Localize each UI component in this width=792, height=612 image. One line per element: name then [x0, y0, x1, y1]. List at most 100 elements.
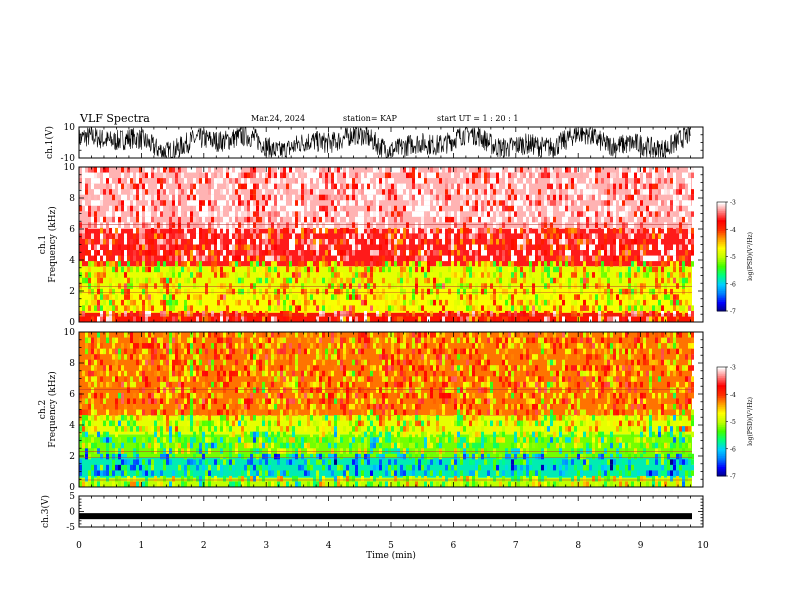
- ch1-spectrogram-cell: [502, 288, 505, 295]
- ch1-spectrogram-cell: [340, 277, 343, 284]
- ch1-spectrogram-cell: [334, 272, 337, 278]
- ch1-spectrogram-cell: [532, 277, 535, 284]
- ch1-spectrogram-cell: [658, 299, 661, 306]
- ch1-spectrogram-cell: [445, 178, 448, 184]
- ch1-spectrogram-cell: [670, 178, 673, 184]
- ch2-spectrogram-cell: [277, 381, 280, 388]
- ch2-spectrogram-cell: [145, 481, 148, 487]
- ch1-spectrogram-cell: [367, 266, 370, 273]
- ch1-spectrogram-cell: [313, 305, 316, 311]
- ch1-spectrogram-cell: [451, 216, 454, 223]
- ch2-spectrogram-cell: [112, 392, 115, 399]
- ch1-spectrogram-cell: [403, 299, 406, 306]
- ch1-spectrogram-cell: [427, 250, 430, 256]
- ch2-spectrogram-cell: [169, 459, 172, 465]
- ch2-spectrogram-cell: [274, 453, 277, 460]
- ch1-spectrogram-cell: [649, 244, 652, 251]
- ch2-spectrogram-cell: [370, 370, 373, 377]
- ch2-spectrogram-cell: [268, 420, 271, 427]
- ch1-spectrogram-cell: [271, 194, 274, 201]
- ch2-spectrogram-cell: [373, 464, 376, 471]
- ch2-spectrogram-cell: [190, 442, 193, 449]
- ch1-spectrogram-cell: [268, 299, 271, 306]
- ch2-spectrogram-cell: [163, 464, 166, 471]
- ch2-spectrogram-cell: [301, 437, 304, 443]
- ch1-spectrogram-cell: [85, 272, 88, 278]
- ch1-spectrogram-cell: [466, 189, 469, 195]
- ch1-spectrogram-cell: [595, 272, 598, 278]
- ch2-spectrogram-cell: [337, 481, 340, 487]
- ch1-spectrogram-cell: [640, 250, 643, 256]
- ch1-spectrogram-cell: [631, 233, 634, 239]
- ch1-spectrogram-cell: [622, 255, 625, 262]
- ch2-spectrogram-cell: [349, 470, 352, 476]
- ch1-spectrogram-cell: [346, 255, 349, 262]
- ch1-signal-line: [78, 126, 691, 159]
- ch1-spectrogram-cell: [154, 189, 157, 195]
- ch2-spectrogram-cell: [352, 348, 355, 355]
- ch2-spectrogram-cell: [304, 337, 307, 344]
- ch1-spectrogram-cell: [448, 183, 451, 190]
- ch1-spectrogram-cell: [340, 200, 343, 206]
- ch2-spectrogram-cell: [289, 403, 292, 410]
- ch2-spectrogram-cell: [142, 359, 145, 366]
- ch2-spectrogram-cell: [166, 392, 169, 399]
- ch2-spectrogram-cell: [268, 337, 271, 344]
- ch1-spectrogram-cell: [574, 211, 577, 217]
- ch2-spectrogram-cell: [346, 348, 349, 355]
- ch1-spectrogram-cell: [661, 189, 664, 195]
- ch1-spectrogram-cell: [589, 233, 592, 239]
- ch2-spectrogram-cell: [157, 370, 160, 377]
- ch1-spectrogram-cell: [535, 299, 538, 306]
- ch2-spectrogram-cell: [106, 365, 109, 371]
- ch1-spectrogram-cell: [331, 272, 334, 278]
- ch1-spectrogram-cell: [427, 227, 430, 234]
- ch1-spectrogram-cell: [157, 244, 160, 251]
- ch1-spectrogram-cell: [682, 255, 685, 262]
- ch1-spectrogram-cell: [301, 233, 304, 239]
- ch1-spectrogram-cell: [415, 266, 418, 273]
- ch1-spectrogram-cell: [202, 205, 205, 212]
- ch1-spectrogram-cell: [619, 277, 622, 284]
- ch1-spectrogram-cell: [670, 250, 673, 256]
- ch2-spectrogram-cell: [244, 337, 247, 344]
- ch2-spectrogram-cell: [103, 437, 106, 443]
- ch2-spectrogram-cell: [268, 464, 271, 471]
- ch2-spectrogram-cell: [283, 376, 286, 382]
- ch1-spectrogram-cell: [151, 299, 154, 306]
- ch2-spectrogram-cell: [370, 437, 373, 443]
- ch1-spectrogram-cell: [418, 172, 421, 179]
- ch1-spectrogram-cell: [127, 299, 130, 306]
- ch2-spectrogram-cell: [148, 337, 151, 344]
- ch1-spectrogram-cell: [250, 222, 253, 228]
- ch1-spectrogram-cell: [196, 222, 199, 228]
- ch2-spectrogram-cell: [322, 359, 325, 366]
- ch1-spectrogram-cell: [85, 299, 88, 306]
- ch1-spectrogram-cell: [370, 200, 373, 206]
- ch1-spectrogram-cell: [307, 272, 310, 278]
- ch1-spectrogram-cell: [349, 294, 352, 300]
- ch1-spectrogram-cell: [655, 294, 658, 300]
- ch1-spectrogram-cell: [595, 178, 598, 184]
- ch2-spectrogram-cell: [82, 409, 85, 416]
- ch1-spectrogram-cell: [676, 294, 679, 300]
- ch1-spectrogram-cell: [241, 205, 244, 212]
- ch2-spectrogram-cell: [229, 453, 232, 460]
- ch2-spectrogram-cell: [358, 420, 361, 427]
- ch2-spectrogram-cell: [169, 481, 172, 487]
- ch1-spectrogram-cell: [661, 266, 664, 273]
- ch2-spectrogram-cell: [289, 343, 292, 349]
- ch1-spectrogram-cell: [364, 189, 367, 195]
- ch1-spectrogram-ytick-label: 0: [69, 318, 75, 328]
- ch1-spectrogram-cell: [436, 261, 439, 267]
- ch1-spectrogram-cell: [283, 216, 286, 223]
- ch2-spectrogram-cell: [190, 470, 193, 476]
- ch1-spectrogram-cell: [235, 172, 238, 179]
- ch1-spectrogram-cell: [613, 189, 616, 195]
- ch1-spectrogram-cell: [421, 178, 424, 184]
- ch1-spectrogram-cell: [646, 316, 649, 322]
- ch2-spectrogram-cell: [205, 348, 208, 355]
- ch1-spectrogram-cell: [448, 227, 451, 234]
- ch1-spectrogram-cell: [427, 272, 430, 278]
- ch1-spectrogram-cell: [100, 200, 103, 206]
